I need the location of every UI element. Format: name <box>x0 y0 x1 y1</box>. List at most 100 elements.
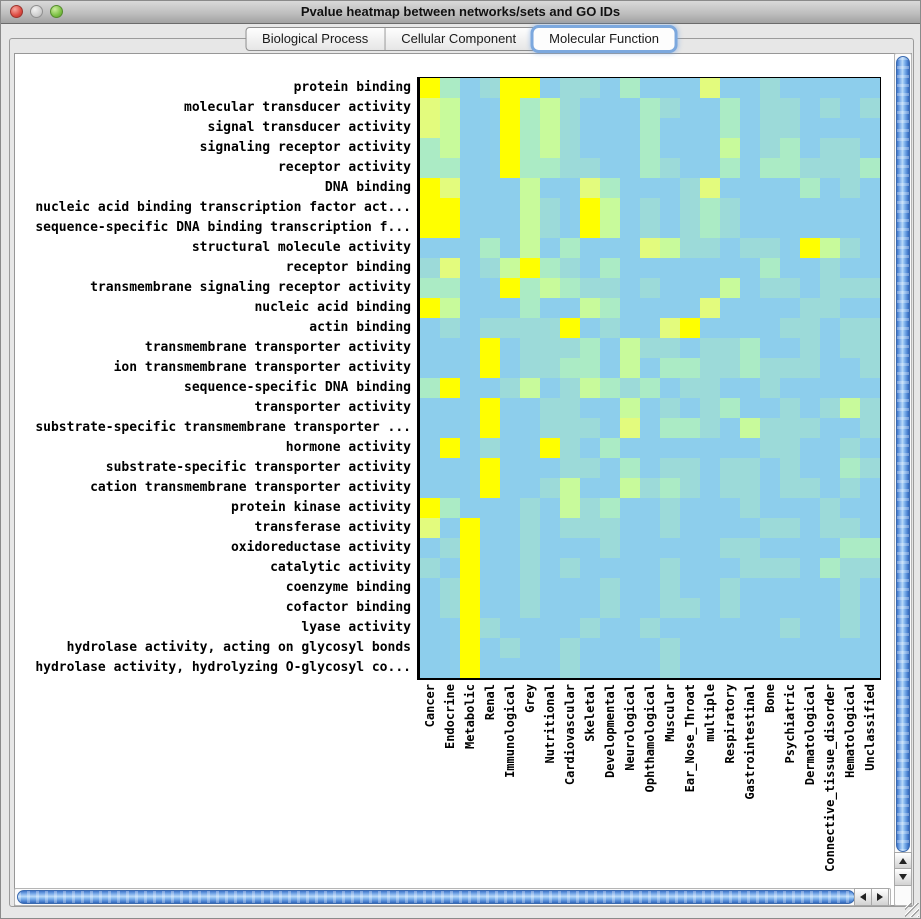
heatmap-cell <box>540 338 560 358</box>
heatmap-cell <box>580 498 600 518</box>
horizontal-scrollbar-thumb[interactable] <box>17 890 855 904</box>
heatmap-cell <box>540 398 560 418</box>
heatmap-cell <box>420 218 440 238</box>
heatmap-cell <box>560 118 580 138</box>
heatmap-cell <box>740 118 760 138</box>
heatmap-cell <box>540 538 560 558</box>
zoom-button-icon[interactable] <box>50 5 63 18</box>
heatmap-cell <box>560 598 580 618</box>
heatmap-cell <box>560 478 580 498</box>
heatmap-cell <box>660 438 680 458</box>
heatmap-cell <box>560 498 580 518</box>
tab-cellular-component[interactable]: Cellular Component <box>385 28 534 50</box>
row-label: sequence-specific DNA binding transcript… <box>35 220 411 235</box>
heatmap-cell <box>860 538 880 558</box>
heatmap-cell <box>520 378 540 398</box>
heatmap-cell <box>680 238 700 258</box>
heatmap-cell <box>460 598 480 618</box>
heatmap-cell <box>640 618 660 638</box>
heatmap-cell <box>580 398 600 418</box>
col-label: Ophthamological <box>643 684 657 793</box>
heatmap-cell <box>420 658 440 678</box>
heatmap-cell <box>700 538 720 558</box>
heatmap-cell <box>500 458 520 478</box>
heatmap-cell <box>420 558 440 578</box>
heatmap-cell <box>860 138 880 158</box>
heatmap-cell <box>480 138 500 158</box>
minimize-button-icon[interactable] <box>30 5 43 18</box>
heatmap-cell <box>480 78 500 98</box>
heatmap-cell <box>560 418 580 438</box>
heatmap-cell <box>860 198 880 218</box>
heatmap-cell <box>440 198 460 218</box>
heatmap-cell <box>480 378 500 398</box>
heatmap-cell <box>820 118 840 138</box>
heatmap-cell <box>700 638 720 658</box>
heatmap-cell <box>560 178 580 198</box>
tab-biological-process[interactable]: Biological Process <box>246 28 386 50</box>
heatmap-cell <box>580 338 600 358</box>
heatmap-cell <box>840 578 860 598</box>
heatmap-cell <box>560 218 580 238</box>
heatmap-cell <box>500 538 520 558</box>
heatmap-cell <box>580 218 600 238</box>
heatmap-cell <box>640 418 660 438</box>
heatmap-cell <box>780 658 800 678</box>
close-button-icon[interactable] <box>10 5 23 18</box>
heatmap-cell <box>640 238 660 258</box>
heatmap-cell <box>600 618 620 638</box>
heatmap-cell <box>660 598 680 618</box>
heatmap-cell <box>540 78 560 98</box>
heatmap-cell <box>420 178 440 198</box>
scroll-left-button[interactable] <box>854 888 872 906</box>
tab-molecular-function[interactable]: Molecular Function <box>533 28 675 50</box>
heatmap-cell <box>720 238 740 258</box>
heatmap-cell <box>440 358 460 378</box>
vertical-scrollbar-thumb[interactable] <box>896 56 910 852</box>
col-label: Renal <box>483 684 497 721</box>
heatmap-cell <box>680 138 700 158</box>
scroll-right-button[interactable] <box>871 888 889 906</box>
heatmap-cell <box>540 218 560 238</box>
heatmap-cell <box>460 198 480 218</box>
heatmap-cell <box>420 478 440 498</box>
heatmap-cell <box>740 178 760 198</box>
heatmap-cell <box>860 238 880 258</box>
heatmap-cell <box>780 258 800 278</box>
heatmap-cell <box>720 458 740 478</box>
heatmap-cell <box>780 158 800 178</box>
heatmap-cell <box>660 458 680 478</box>
heatmap-cell <box>600 458 620 478</box>
heatmap-cell <box>440 558 460 578</box>
heatmap-cell <box>820 318 840 338</box>
heatmap-cell <box>840 158 860 178</box>
heatmap-cell <box>580 98 600 118</box>
heatmap-cell <box>500 358 520 378</box>
vertical-scrollbar-track[interactable] <box>894 53 912 906</box>
heatmap-cell <box>700 338 720 358</box>
heatmap-cell <box>780 578 800 598</box>
heatmap-cell <box>740 518 760 538</box>
resize-grip[interactable] <box>905 903 919 917</box>
heatmap-cell <box>660 158 680 178</box>
heatmap-cell <box>520 638 540 658</box>
heatmap-cell <box>420 618 440 638</box>
heatmap-cell <box>620 318 640 338</box>
heatmap-cell <box>700 558 720 578</box>
heatmap-cell <box>540 138 560 158</box>
heatmap-cell <box>800 638 820 658</box>
heatmap-cell <box>860 78 880 98</box>
horizontal-scrollbar-track[interactable] <box>14 888 891 906</box>
heatmap-cell <box>720 258 740 278</box>
heatmap-cell <box>460 138 480 158</box>
heatmap-cell <box>760 518 780 538</box>
heatmap-cell <box>520 78 540 98</box>
heatmap-cell <box>600 158 620 178</box>
heatmap-cell <box>540 318 560 338</box>
heatmap-cell <box>460 418 480 438</box>
heatmap-cell <box>540 458 560 478</box>
heatmap-cell <box>600 378 620 398</box>
heatmap-cell <box>620 158 640 178</box>
scroll-up-button[interactable] <box>894 852 912 869</box>
scroll-down-button[interactable] <box>894 868 912 886</box>
